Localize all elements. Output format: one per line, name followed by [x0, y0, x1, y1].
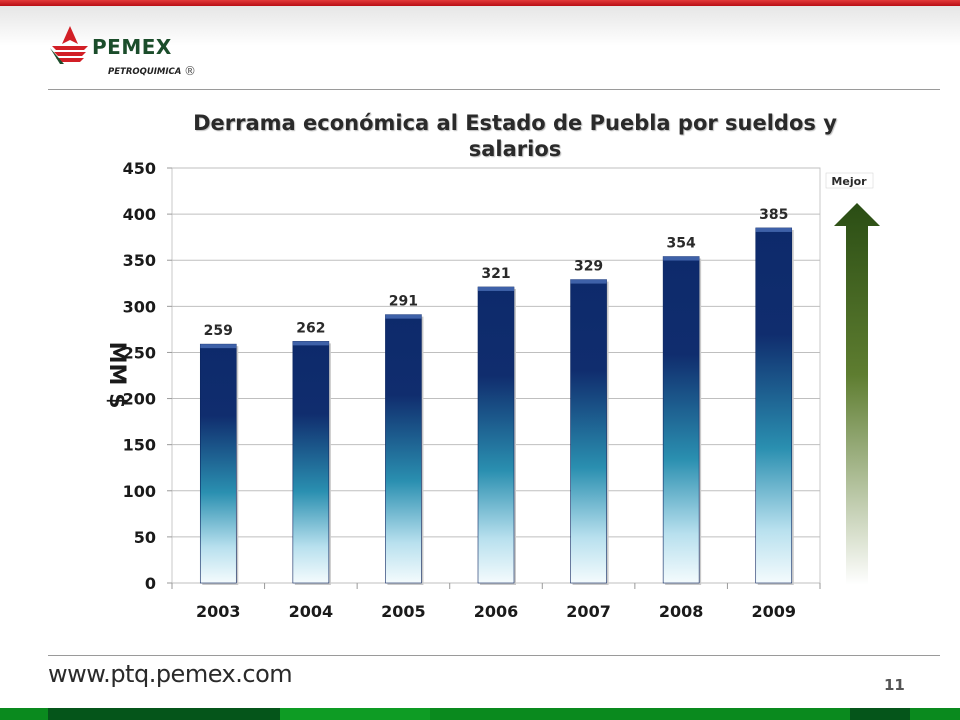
y-tick-label: 50 [134, 528, 156, 547]
bar [385, 314, 422, 584]
bar-cap [663, 256, 700, 261]
bar [570, 279, 607, 584]
pemex-eagle-icon [50, 26, 88, 64]
y-tick-label: 400 [123, 205, 156, 224]
website-url: www.ptq.pemex.com [48, 660, 293, 688]
x-tick-label: 2007 [566, 602, 611, 621]
bar [292, 341, 330, 584]
bottom-bar-segment [48, 708, 280, 720]
y-tick-label: 300 [123, 297, 156, 316]
data-label: 262 [296, 320, 325, 336]
mejor-label: Mejor [831, 175, 867, 188]
bar [662, 256, 700, 584]
x-tick-label: 2008 [659, 602, 704, 621]
logo-wordmark: PEMEX [92, 35, 172, 59]
footer-divider [48, 655, 940, 656]
x-tick-label: 2006 [474, 602, 519, 621]
y-tick-label: 0 [145, 574, 156, 593]
bar [199, 343, 237, 584]
y-axis-label: MM $ [104, 342, 129, 409]
pemex-logo: PEMEX PETROQUIMICA ® [48, 22, 208, 82]
up-arrow-icon [834, 203, 880, 585]
data-label: 329 [574, 259, 603, 275]
bar-cap [385, 314, 422, 319]
bar-cap [755, 227, 792, 232]
bar-cap [292, 341, 329, 346]
x-tick-label: 2004 [289, 602, 334, 621]
bottom-accent-bar [0, 708, 960, 720]
bar-cap [478, 286, 514, 291]
data-label: 259 [204, 323, 233, 339]
header-divider [48, 89, 940, 90]
y-tick-label: 100 [123, 482, 156, 501]
registered-mark: ® [184, 64, 196, 78]
y-tick-label: 250 [123, 343, 156, 362]
bar [755, 227, 793, 584]
bar [477, 286, 515, 584]
bottom-bar-segment [280, 708, 430, 720]
y-tick-label: 450 [123, 159, 156, 178]
mejor-annotation: Mejor [825, 172, 880, 585]
top-accent-bar [0, 0, 960, 6]
y-tick-label: 200 [123, 390, 156, 409]
chart-title: Derrama económica al Estado de Puebla po… [193, 111, 837, 161]
x-tick-label: 2009 [751, 602, 796, 621]
data-label: 385 [759, 207, 788, 223]
x-tick-label: 2005 [381, 602, 426, 621]
data-label: 354 [667, 236, 696, 252]
y-tick-label: 350 [123, 251, 156, 270]
header-background [0, 6, 960, 46]
y-tick-label: 150 [123, 436, 156, 455]
bottom-bar-segment [850, 708, 910, 720]
bar-cap [570, 279, 607, 284]
x-tick-label: 2003 [196, 602, 241, 621]
data-label: 321 [481, 266, 510, 282]
bar-cap [200, 344, 237, 349]
page-number: 11 [884, 676, 905, 694]
data-label: 291 [389, 294, 418, 310]
logo-subtitle: PETROQUIMICA [108, 67, 182, 77]
